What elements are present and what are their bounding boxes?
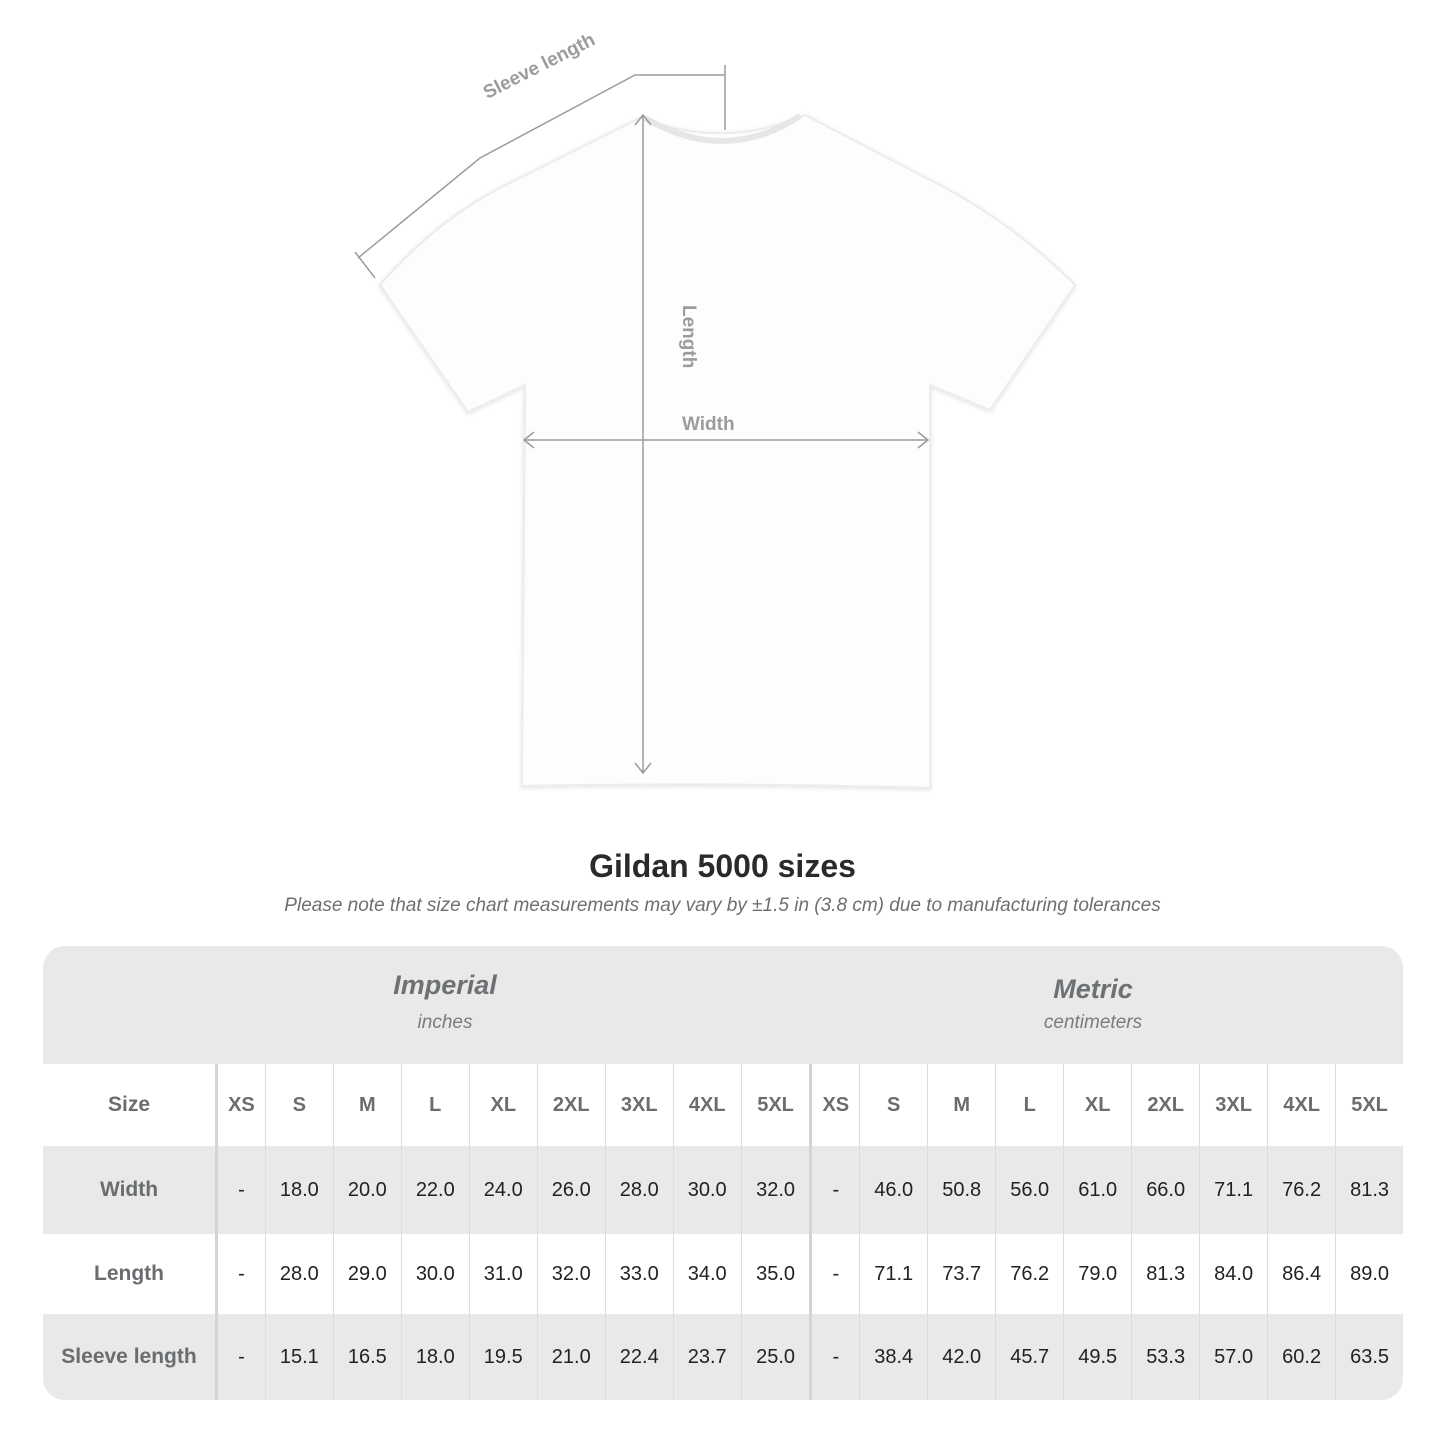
imperial-size-4xl: 4XL [672,1064,742,1146]
metric-value-cell: 42.0 [927,1314,996,1400]
imperial-unit: inches [417,1012,473,1033]
metric-value-cell: 50.8 [927,1146,996,1234]
imperial-value-cell: 28.0 [604,1146,674,1234]
imperial-value-cell: 15.1 [264,1314,334,1400]
imperial-value-cell: 23.7 [672,1314,742,1400]
width-label: Width [682,414,735,435]
imperial-value-cell: 29.0 [332,1234,402,1314]
table-row-length: Length -28.0 29.0 30.0 31.0 32.0 33.0 34.0 35.0-… [43,1234,1403,1314]
metric-value-cell: 84.0 [1199,1234,1268,1314]
metric-value-cell: 76.2 [1267,1146,1336,1234]
metric-value-cell: 56.0 [995,1146,1064,1234]
imperial-value-cell: 32.0 [536,1234,606,1314]
imperial-value-cell: - [215,1314,266,1400]
imperial-value-cell: 18.0 [264,1146,334,1234]
metric-value-cell: 45.7 [995,1314,1064,1400]
table-header-row: Size XS S M L XL 2XL 3XL 4XL 5XL XS S M L XL 2XL 3XL 4XL 5… [43,1064,1403,1146]
sleeve-measure-line [354,65,726,279]
metric-title: Metric [1053,974,1133,1004]
metric-value-cell: 79.0 [1063,1234,1132,1314]
imperial-value-cell: 33.0 [604,1234,674,1314]
metric-value-cell: 38.4 [859,1314,928,1400]
metric-value-cell: 71.1 [859,1234,928,1314]
metric-value-cell: 76.2 [995,1234,1064,1314]
row-label: Width [43,1146,217,1234]
imperial-value-cell: 24.0 [468,1146,538,1234]
metric-value-cell: 60.2 [1267,1314,1336,1400]
imperial-value-cell: 16.5 [332,1314,402,1400]
metric-value-cell: - [809,1314,860,1400]
metric-value-cell: 66.0 [1131,1146,1200,1234]
imperial-size-5xl: 5XL [740,1064,811,1146]
metric-value-cell: 61.0 [1063,1146,1132,1234]
metric-value-cell: - [809,1146,860,1234]
metric-value-cell: 49.5 [1063,1314,1132,1400]
imperial-value-cell: 19.5 [468,1314,538,1400]
imperial-value-cell: - [215,1146,266,1234]
length-measure-line [634,113,652,775]
imperial-size-s: S [264,1064,334,1146]
imperial-size-l: L [400,1064,470,1146]
metric-size-4xl: 4XL [1267,1064,1336,1146]
tshirt-diagram [354,65,1077,790]
width-measure-line [522,431,930,449]
metric-value-cell: 73.7 [927,1234,996,1314]
tolerance-note: Please note that size chart measurements… [284,895,1161,916]
imperial-size-xs: XS [215,1064,266,1146]
metric-value-cell: 81.3 [1131,1234,1200,1314]
metric-value-cell: 46.0 [859,1146,928,1234]
size-header: Size [43,1064,217,1146]
metric-value-cell: 57.0 [1199,1314,1268,1400]
imperial-value-cell: 22.4 [604,1314,674,1400]
tshirt-image [378,113,1077,790]
imperial-value-cell: 30.0 [400,1234,470,1314]
metric-value-cell: 63.5 [1335,1314,1403,1400]
row-label: Sleeve length [43,1314,217,1400]
metric-value-cell: 71.1 [1199,1146,1268,1234]
metric-value-cell: 86.4 [1267,1234,1336,1314]
size-table: Size XS S M L XL 2XL 3XL 4XL 5XL XS S M L XL 2XL 3XL 4XL 5… [43,1064,1403,1400]
metric-value-cell: 81.3 [1335,1146,1403,1234]
imperial-value-cell: 22.0 [400,1146,470,1234]
metric-size-xl: XL [1063,1064,1132,1146]
metric-value-cell: - [809,1234,860,1314]
metric-size-s: S [859,1064,928,1146]
chart-title: Gildan 5000 sizes [589,848,856,884]
imperial-value-cell: 34.0 [672,1234,742,1314]
metric-size-l: L [995,1064,1064,1146]
table-row-width: Width -18.0 20.0 22.0 24.0 26.0 28.0 30.0 32.0-4… [43,1146,1403,1234]
metric-value-cell: 89.0 [1335,1234,1403,1314]
imperial-value-cell: 18.0 [400,1314,470,1400]
metric-size-2xl: 2XL [1131,1064,1200,1146]
imperial-value-cell: 35.0 [740,1234,811,1314]
metric-value-cell: 53.3 [1131,1314,1200,1400]
imperial-value-cell: 25.0 [740,1314,811,1400]
imperial-title: Imperial [393,970,497,1000]
metric-unit: centimeters [1043,1012,1143,1033]
imperial-value-cell: 21.0 [536,1314,606,1400]
metric-size-5xl: 5XL [1335,1064,1403,1146]
row-label: Length [43,1234,217,1314]
imperial-value-cell: 28.0 [264,1234,334,1314]
imperial-size-2xl: 2XL [536,1064,606,1146]
imperial-value-cell: 26.0 [536,1146,606,1234]
size-table-panel: Imperial inches Metric centimeters Size X… [43,946,1403,1400]
metric-size-m: M [927,1064,996,1146]
imperial-value-cell: 32.0 [740,1146,811,1234]
imperial-value-cell: 31.0 [468,1234,538,1314]
metric-size-3xl: 3XL [1199,1064,1268,1146]
imperial-size-3xl: 3XL [604,1064,674,1146]
imperial-value-cell: 20.0 [332,1146,402,1234]
metric-size-xs: XS [809,1064,860,1146]
imperial-size-xl: XL [468,1064,538,1146]
table-row-sleeve-length: Sleeve length -15.1 16.5 18.0 19.5 21.0 22.4 23… [43,1314,1403,1400]
length-label: Length [678,305,699,369]
imperial-size-m: M [332,1064,402,1146]
imperial-value-cell: 30.0 [672,1146,742,1234]
imperial-value-cell: - [215,1234,266,1314]
